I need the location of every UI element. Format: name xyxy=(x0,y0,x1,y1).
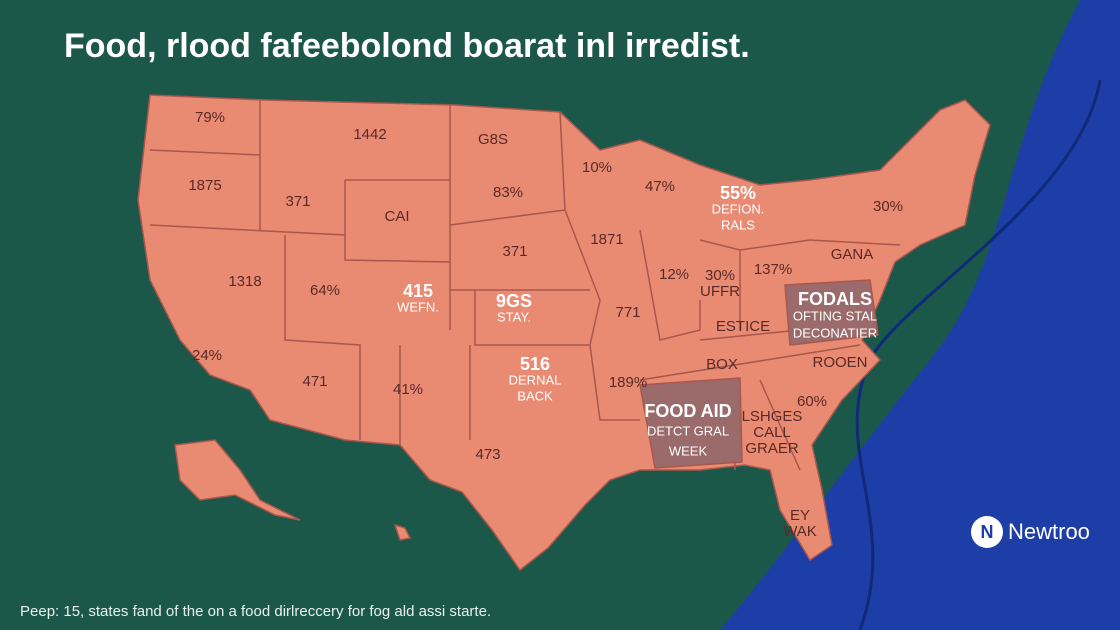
brand-name: Newtroo xyxy=(1008,519,1090,544)
region-label: FODALS xyxy=(798,289,872,309)
brand-logo-bg xyxy=(971,516,1003,548)
region-label: FOOD AID xyxy=(644,401,731,421)
brand-logo: N xyxy=(981,522,994,542)
region-label: STAY. xyxy=(497,309,531,324)
region-label: 189% xyxy=(609,374,647,391)
state-borders xyxy=(149,100,901,471)
region-label: 55% xyxy=(720,183,756,203)
title: Food, rlood fafeebolond boarat inl irred… xyxy=(64,27,750,65)
us-mainland xyxy=(137,94,991,572)
region-label: LSHGES xyxy=(742,408,803,425)
region-label: CALL xyxy=(753,424,791,441)
region-label: DEFION. xyxy=(712,201,765,216)
region-label: 60% xyxy=(797,393,827,410)
region-label: DERNAL xyxy=(509,372,562,387)
region-label: RALS xyxy=(721,217,755,232)
region-label: 471 xyxy=(302,373,327,390)
region-label: 12% xyxy=(659,266,689,283)
region-label: WEFN. xyxy=(397,299,439,314)
region-label: 1442 xyxy=(353,126,386,143)
highlight-region xyxy=(639,377,743,469)
caption: Peep: 15, states fand of the on a food d… xyxy=(20,603,491,620)
region-label: CAI xyxy=(384,208,409,225)
region-label: OFTING STAL xyxy=(793,308,877,323)
alaska xyxy=(174,439,301,521)
region-label: 47% xyxy=(645,178,675,195)
highlight-region xyxy=(784,279,879,346)
region-label: 24% xyxy=(192,347,222,364)
region-label: ROOEN xyxy=(812,354,867,371)
region-label: 83% xyxy=(493,184,523,201)
blue-swoosh xyxy=(720,0,1120,630)
region-label: WEEK xyxy=(669,443,708,458)
region-label: UFFR xyxy=(700,283,740,300)
region-label: WAK xyxy=(783,523,817,540)
region-label: 137% xyxy=(754,261,792,278)
region-label: BACK xyxy=(517,388,553,403)
region-label: DECONATIER xyxy=(793,325,877,340)
region-label: GANA xyxy=(831,246,874,263)
region-label: 1318 xyxy=(228,273,261,290)
region-label: 30% xyxy=(873,198,903,215)
region-label: 516 xyxy=(520,354,550,374)
region-label: 79% xyxy=(195,109,225,126)
region-label: EY xyxy=(790,507,810,524)
region-label: 64% xyxy=(310,282,340,299)
region-label: 10% xyxy=(582,159,612,176)
region-label: 1871 xyxy=(590,231,623,248)
region-label: 9GS xyxy=(496,291,532,311)
region-labels: 79% 1442 G8S 10% 47% 55%DEFION.RALS 30% 1875 371… xyxy=(188,109,903,540)
region-label: G8S xyxy=(478,131,508,148)
region-label: 771 xyxy=(615,304,640,321)
region-label: DETCT GRAL xyxy=(647,423,729,438)
region-label: GRAER xyxy=(745,440,799,457)
region-label: ESTICE xyxy=(716,318,770,335)
map xyxy=(137,94,991,572)
region-label: BOX xyxy=(706,356,738,373)
region-label: 1875 xyxy=(188,177,221,194)
region-label: 473 xyxy=(475,446,500,463)
hawaii xyxy=(393,523,412,541)
region-label: 371 xyxy=(285,193,310,210)
region-label: 41% xyxy=(393,381,423,398)
region-label: 415 xyxy=(403,281,433,301)
region-label: 371 xyxy=(502,243,527,260)
region-label: 30% xyxy=(705,267,735,284)
